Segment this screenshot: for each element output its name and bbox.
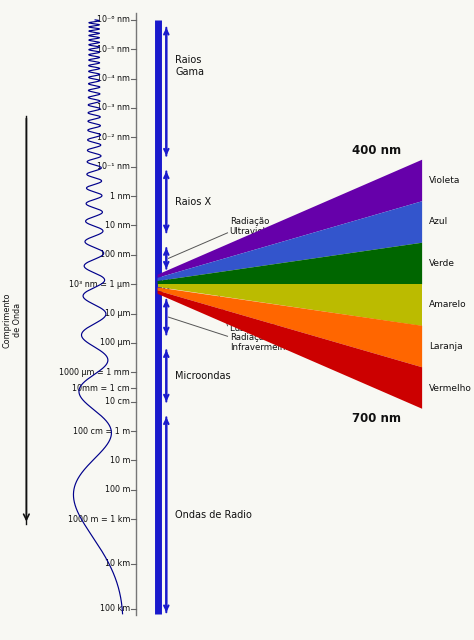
Text: 10 m: 10 m [109,456,130,465]
Polygon shape [157,287,422,367]
Text: 10 nm: 10 nm [104,221,130,230]
Text: 10⁻⁴ nm: 10⁻⁴ nm [97,74,130,83]
Text: 10³ nm = 1 μm: 10³ nm = 1 μm [69,280,130,289]
Text: 10⁻¹ nm: 10⁻¹ nm [97,162,130,172]
Polygon shape [157,201,422,281]
Text: Amarelo: Amarelo [428,301,466,310]
Text: 100 nm: 100 nm [100,250,130,259]
Text: Ondas de Radio: Ondas de Radio [175,510,252,520]
Text: Vermelho: Vermelho [428,383,472,392]
Polygon shape [157,291,422,409]
Text: Microondas: Microondas [175,371,231,381]
Text: 100 m: 100 m [104,485,130,494]
Text: 10mm = 1 cm: 10mm = 1 cm [72,384,130,393]
Text: 1000 m = 1 km: 1000 m = 1 km [67,515,130,524]
Text: 700 nm: 700 nm [352,412,401,425]
Text: Raios
Gama: Raios Gama [175,55,204,77]
Text: Radiação
Ultravioleta: Radiação Ultravioleta [230,217,280,236]
Text: 1 nm: 1 nm [109,191,130,200]
Text: 1000 μm = 1 mm: 1000 μm = 1 mm [59,368,130,377]
Text: Verde: Verde [428,259,455,268]
Text: 100 μm: 100 μm [100,339,130,348]
Text: 400 nm: 400 nm [352,143,401,157]
Text: 100 cm = 1 m: 100 cm = 1 m [73,427,130,436]
Text: Violeta: Violeta [428,176,460,185]
Text: 10 μm: 10 μm [104,309,130,318]
Text: 10⁻⁵ nm: 10⁻⁵ nm [97,45,130,54]
Text: Comprimento
de Onda: Comprimento de Onda [2,292,22,348]
Text: 10 km: 10 km [105,559,130,568]
Text: 10 cm: 10 cm [105,397,130,406]
Text: 100 km: 100 km [100,604,130,613]
Text: Laranja: Laranja [428,342,462,351]
Text: 10⁻² nm: 10⁻² nm [97,133,130,142]
Text: Raios X: Raios X [175,197,211,207]
Polygon shape [157,160,422,278]
Polygon shape [157,284,422,326]
Text: Azul: Azul [428,218,448,227]
Text: Radiação
Infravermelha: Radiação Infravermelha [230,333,291,353]
Text: Luz Visível: Luz Visível [230,324,275,333]
Text: 10⁻⁶ nm: 10⁻⁶ nm [97,15,130,24]
Polygon shape [157,243,422,284]
Text: 10⁻³ nm: 10⁻³ nm [97,104,130,113]
